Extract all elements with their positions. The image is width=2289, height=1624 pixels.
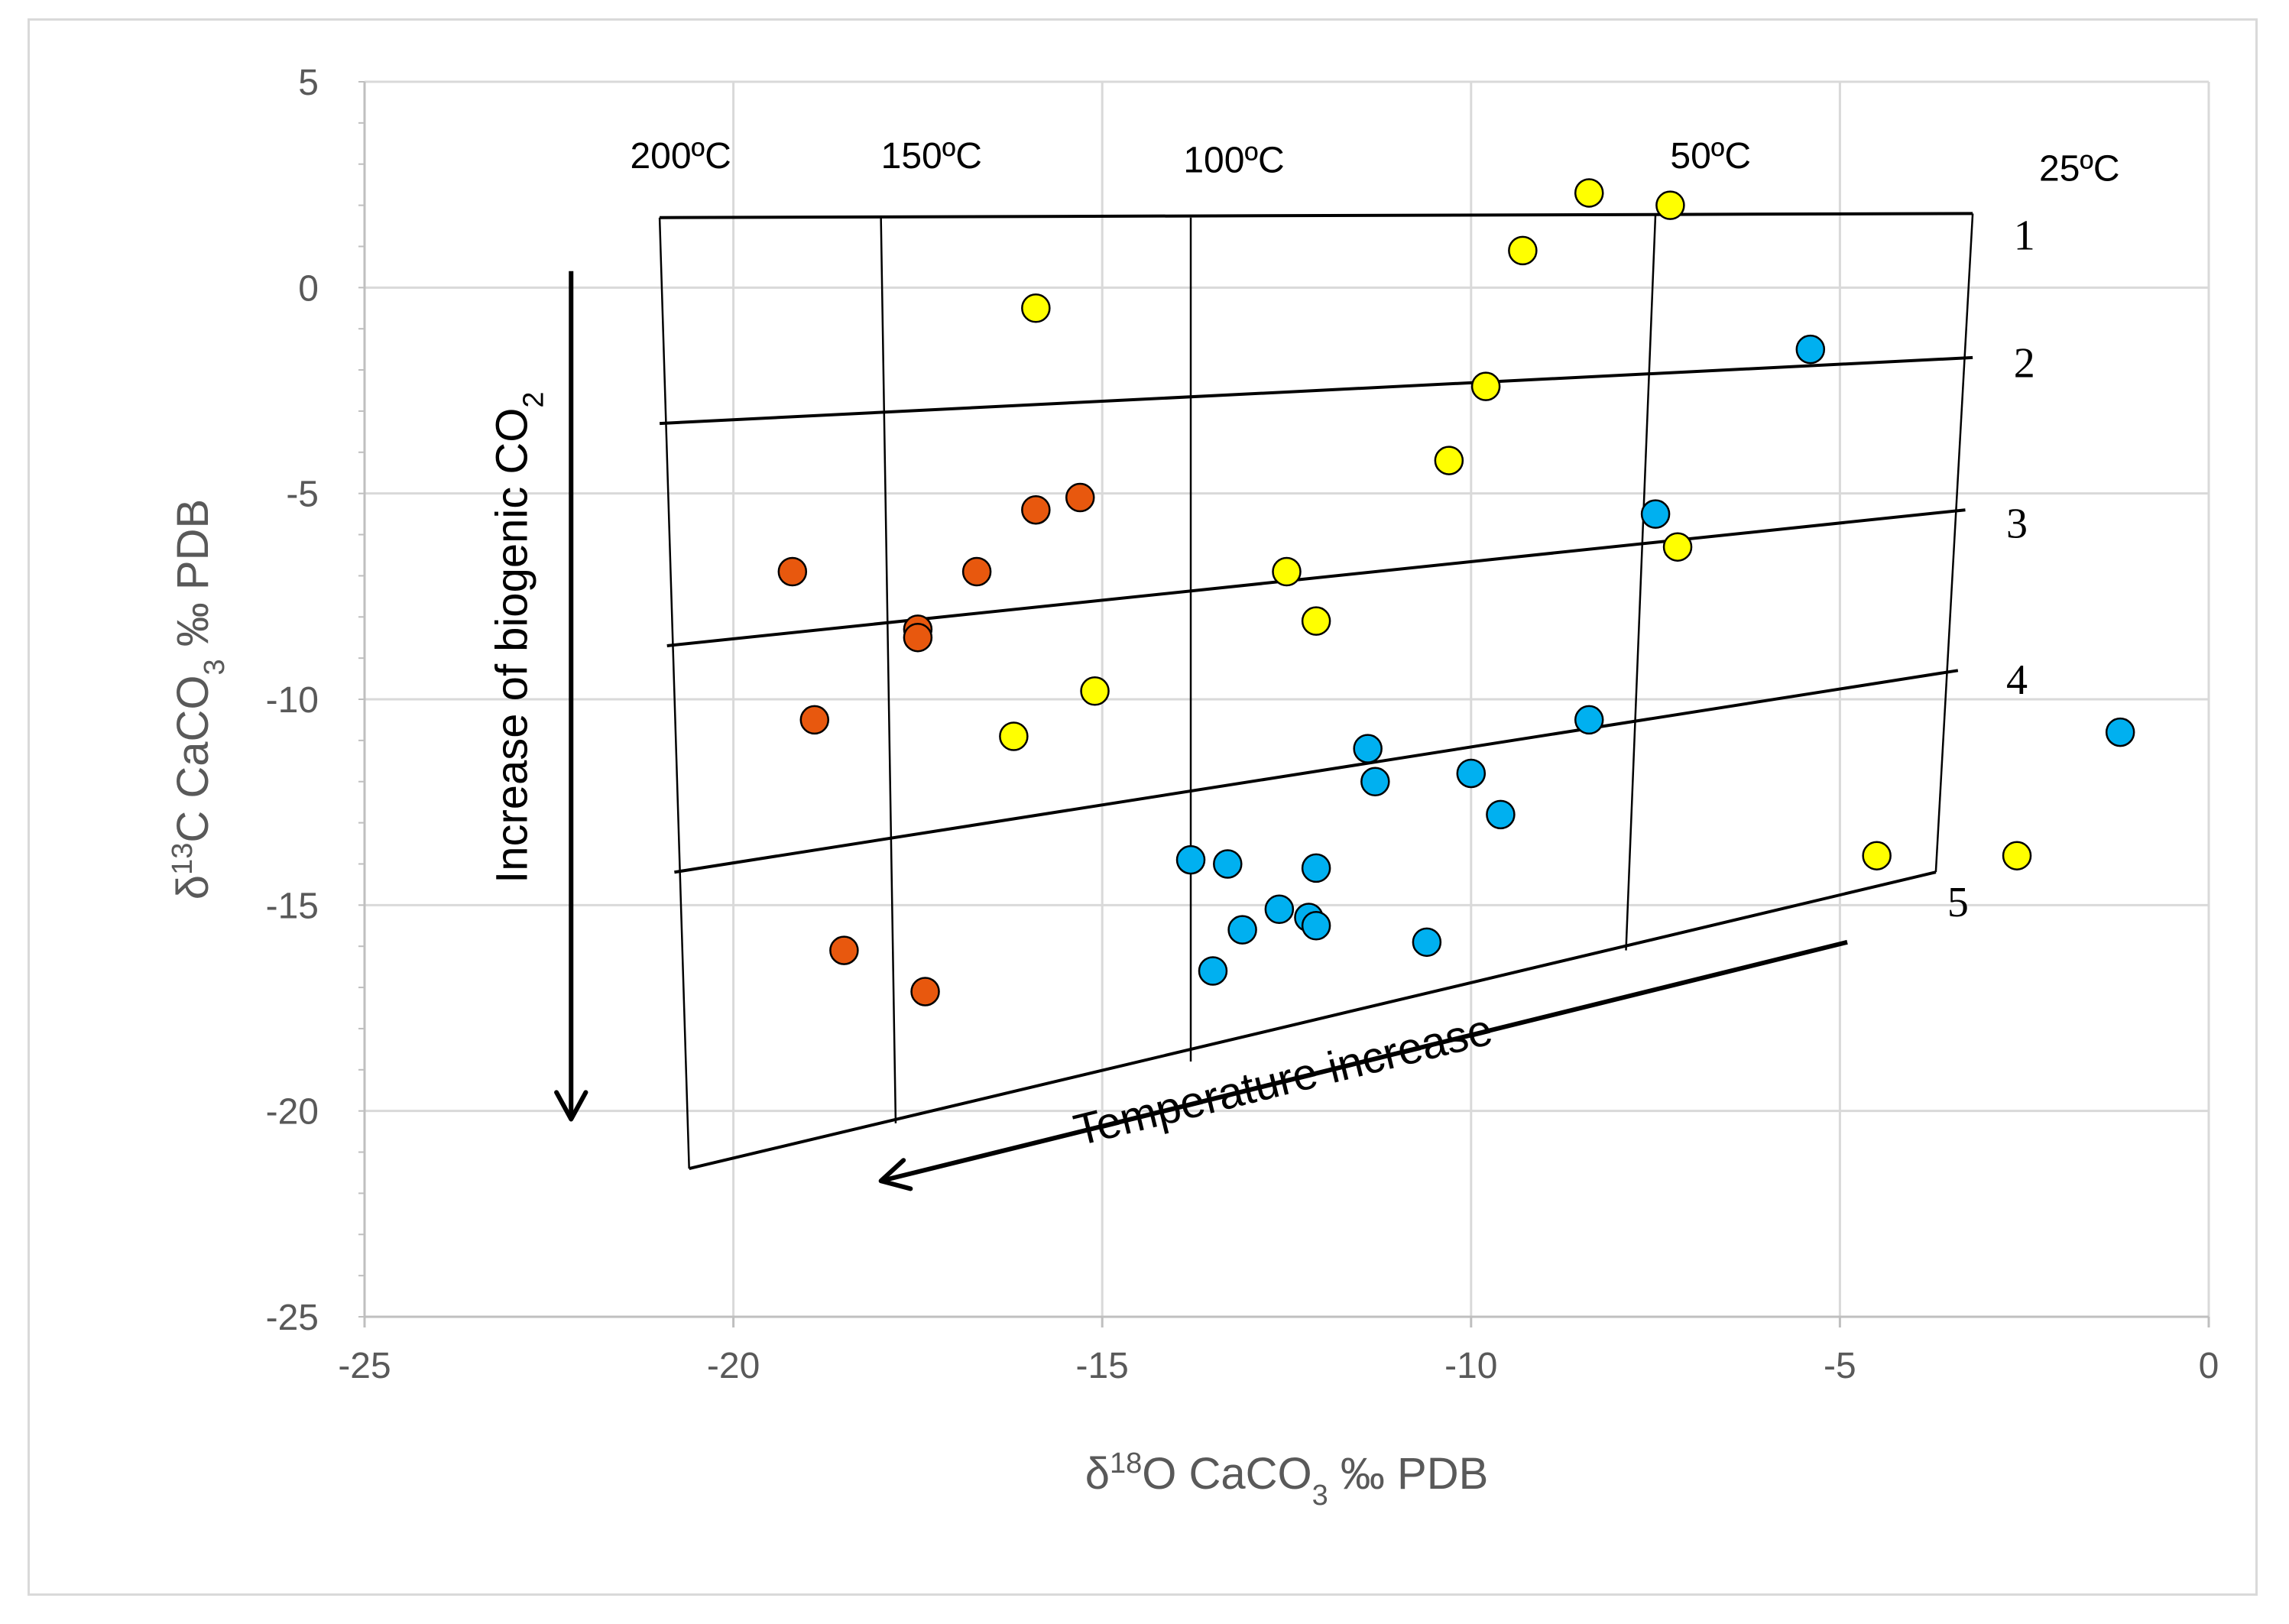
isotherm-label: 150ºC xyxy=(881,136,982,177)
biogenic-arrow-head xyxy=(554,1090,588,1122)
yellow-point xyxy=(1080,676,1110,706)
y-tick-label: -15 xyxy=(266,886,319,926)
yellow-point xyxy=(999,721,1029,751)
isotherm-line xyxy=(1625,213,1657,951)
temperature-arrow-shaft xyxy=(880,939,1848,1184)
blue-point xyxy=(1353,734,1383,763)
zone-label-2: 2 xyxy=(2014,339,2035,387)
y-tick-label: -5 xyxy=(286,475,319,515)
yellow-point xyxy=(1862,841,1892,870)
data-points xyxy=(777,178,2135,1006)
zone-line-2 xyxy=(659,355,1973,426)
yellow-point xyxy=(1021,293,1051,323)
blue-point xyxy=(1198,956,1228,986)
zone-label-4: 4 xyxy=(2006,656,2028,704)
blue-point xyxy=(1795,334,1826,365)
blue-point xyxy=(1301,911,1331,941)
x-tick-label: -10 xyxy=(1444,1346,1497,1386)
y-tick-label: -20 xyxy=(266,1092,319,1133)
chart-labels: -25 -20 -15 -10 -5 0 5 0 -5 -10 -15 -20 -25 δ18O CaCO… xyxy=(167,63,2219,1512)
isotherm-label: 50ºC xyxy=(1670,136,1751,177)
yellow-point xyxy=(1508,235,1538,266)
blue-point xyxy=(1227,915,1257,945)
orange-point xyxy=(777,556,808,587)
y-tick-label: 0 xyxy=(298,268,319,309)
zone-line-3 xyxy=(666,508,1966,647)
orange-point xyxy=(799,705,830,735)
x-tick-label: 0 xyxy=(2199,1346,2219,1386)
blue-point xyxy=(1640,499,1671,529)
x-tick-label: -5 xyxy=(1824,1346,1856,1386)
blue-point xyxy=(2105,717,2135,747)
isotherm-label: 200ºC xyxy=(630,136,731,177)
orange-point xyxy=(961,556,992,587)
zone-label-5: 5 xyxy=(1947,879,1969,926)
y-tick-label: 5 xyxy=(298,63,319,103)
biogenic-annotation: Increase of biogenic CO2 xyxy=(487,392,550,883)
chart-frame xyxy=(28,18,2258,1596)
orange-point xyxy=(903,622,933,653)
zone-line-4 xyxy=(674,669,1959,874)
isotherm-line xyxy=(880,217,897,1123)
gridlines xyxy=(365,80,2210,1317)
yellow-point xyxy=(1655,190,1685,220)
isotherm-label: 25ºC xyxy=(2039,148,2120,189)
zone-line-5 xyxy=(689,870,1937,1171)
zone-label-1: 1 xyxy=(2014,212,2035,259)
blue-point xyxy=(1213,849,1243,879)
x-tick-label: -20 xyxy=(707,1346,760,1386)
blue-point xyxy=(1175,844,1206,875)
blue-point xyxy=(1574,705,1604,735)
zone-line-1 xyxy=(660,212,1973,219)
isotherm-line xyxy=(1934,213,1974,873)
y-tick-label: -10 xyxy=(266,680,319,721)
y-tick-label: -25 xyxy=(266,1298,319,1338)
orange-point xyxy=(1065,482,1095,513)
yellow-point xyxy=(1301,606,1331,636)
yellow-point xyxy=(2002,841,2032,870)
yellow-point xyxy=(1272,556,1302,587)
yellow-point xyxy=(1662,532,1693,562)
axes xyxy=(358,81,2210,1327)
yellow-point xyxy=(1574,178,1604,208)
blue-point xyxy=(1264,894,1295,924)
orange-point xyxy=(1021,494,1051,525)
temperature-diagram xyxy=(554,212,1974,1191)
y-axis-title: δ13C CaCO3 ‰ PDB xyxy=(167,499,231,900)
isotherm-label: 100ºC xyxy=(1183,141,1284,181)
orange-point xyxy=(829,935,859,965)
blue-point xyxy=(1360,767,1390,796)
blue-point xyxy=(1456,758,1487,789)
orange-point xyxy=(910,977,940,1006)
blue-point xyxy=(1486,799,1516,830)
blue-point xyxy=(1412,927,1442,958)
isotherm-line xyxy=(658,217,690,1169)
x-tick-label: -25 xyxy=(338,1346,391,1386)
blue-point xyxy=(1301,853,1331,883)
x-axis-title: δ18O CaCO3 ‰ PDB xyxy=(1085,1447,1489,1512)
temperature-arrow-head xyxy=(878,1158,913,1191)
x-tick-label: -15 xyxy=(1076,1346,1129,1386)
zone-label-3: 3 xyxy=(2006,500,2028,547)
yellow-point xyxy=(1470,371,1501,401)
yellow-point xyxy=(1434,446,1464,475)
